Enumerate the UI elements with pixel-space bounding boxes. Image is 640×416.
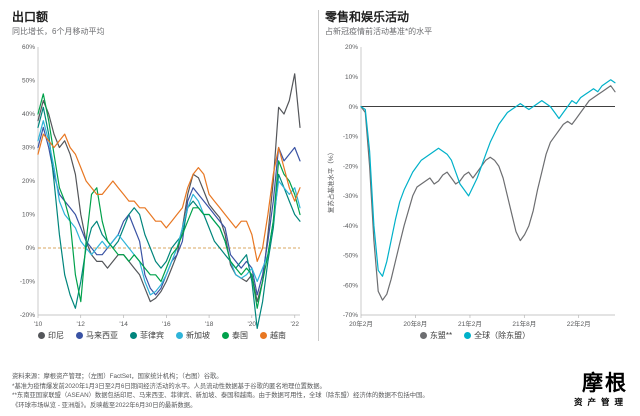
mobility-chart-subtitle: 占新冠疫情前活动基准*的水平 bbox=[325, 27, 433, 36]
slide-footer: 资料来源：摩根资产管理；（左图）FactSet，国家统计机构；（右图）谷歌。 *… bbox=[12, 372, 628, 410]
legend-item: 泰国 bbox=[222, 330, 248, 341]
legend-swatch bbox=[464, 332, 472, 339]
logo-primary: 摩根 bbox=[582, 372, 628, 395]
mobility-chart-legend: 东盟** 全球（除东盟） bbox=[325, 330, 625, 341]
legend-label: 新加坡 bbox=[186, 331, 210, 340]
svg-text:复苏占基准水平（%）: 复苏占基准水平（%） bbox=[326, 149, 335, 213]
legend-item: 印尼 bbox=[38, 330, 64, 341]
legend-swatch bbox=[176, 332, 183, 339]
legend-label: 越南 bbox=[270, 331, 286, 340]
svg-text:'14: '14 bbox=[119, 321, 128, 328]
legend-swatch bbox=[222, 332, 229, 339]
legend-item: 东盟** bbox=[419, 330, 453, 341]
legend-label: 印尼 bbox=[48, 331, 64, 340]
svg-text:20年2月: 20年2月 bbox=[349, 319, 373, 328]
legend-swatch bbox=[38, 332, 45, 339]
export-chart-subtitle: 同比增长，6个月移动平均 bbox=[12, 27, 105, 36]
svg-text:'22: '22 bbox=[291, 321, 300, 328]
jpmorgan-logo: 摩根 资产管理 bbox=[574, 373, 628, 408]
legend-label: 菲律宾 bbox=[140, 331, 164, 340]
svg-text:-20%: -20% bbox=[20, 312, 35, 319]
svg-text:'12: '12 bbox=[76, 321, 85, 328]
svg-text:20%: 20% bbox=[22, 178, 35, 185]
svg-text:60%: 60% bbox=[22, 44, 35, 51]
footnote-baseline: *基准为疫情爆发前2020年1月3日至2月6日期间经济活动的水平。人员流动性数据… bbox=[12, 382, 326, 390]
export-growth-line-chart: -20% -10% 0% 10% 20% 30% 40% 50% 60% '10 '12 '14 '16… bbox=[20, 44, 301, 329]
svg-text:20%: 20% bbox=[345, 44, 358, 51]
svg-text:-50%: -50% bbox=[343, 253, 358, 260]
legend-swatch bbox=[76, 332, 83, 339]
source-line: 资料来源：摩根资产管理；（左图）FactSet，国家统计机构；（右图）谷歌。 bbox=[12, 373, 223, 381]
logo-secondary: 资产管理 bbox=[573, 397, 628, 407]
legend-label: 泰国 bbox=[232, 331, 248, 340]
svg-text:-40%: -40% bbox=[343, 223, 358, 230]
legend-swatch bbox=[130, 332, 137, 339]
svg-text:50%: 50% bbox=[22, 78, 35, 85]
chart-panels: 出口额 同比增长，6个月移动平均 -20% -10% 0% 10% 20% 30% 40% 5… bbox=[12, 8, 628, 341]
svg-text:21年8月: 21年8月 bbox=[512, 319, 536, 328]
svg-text:'10: '10 bbox=[34, 321, 43, 328]
legend-swatch bbox=[260, 332, 267, 339]
svg-text:21年2月: 21年2月 bbox=[458, 319, 482, 328]
svg-text:10%: 10% bbox=[22, 212, 35, 219]
legend-item: 新加坡 bbox=[176, 330, 210, 341]
export-chart-legend: 印尼 马来西亚 菲律宾 新加坡 泰国 越南 bbox=[12, 330, 312, 341]
svg-text:-30%: -30% bbox=[343, 193, 358, 200]
footnote-asean: **东南亚国家联盟（ASEAN）数据包括印尼、马来西亚、菲律宾、新加坡、泰国和越… bbox=[12, 392, 429, 400]
source-notes: 资料来源：摩根资产管理；（左图）FactSet，国家统计机构；（右图）谷歌。 *… bbox=[12, 372, 552, 410]
svg-text:-10%: -10% bbox=[343, 134, 358, 141]
svg-text:-10%: -10% bbox=[20, 279, 35, 286]
panel-divider bbox=[318, 10, 319, 341]
svg-text:22年2月: 22年2月 bbox=[567, 319, 591, 328]
legend-swatch bbox=[419, 332, 427, 339]
svg-text:'18: '18 bbox=[205, 321, 214, 328]
svg-text:-20%: -20% bbox=[343, 163, 358, 170]
legend-label: 东盟** bbox=[429, 331, 453, 340]
mobility-chart-title: 零售和娱乐活动 bbox=[325, 10, 410, 24]
legend-item: 马来西亚 bbox=[76, 330, 118, 341]
mobility-line-chart: -70% -60% -50% -40% -30% -20% -10% 0% 10% 20% 20年2… bbox=[326, 44, 616, 328]
export-chart-title: 出口额 bbox=[12, 10, 49, 24]
svg-text:-60%: -60% bbox=[343, 282, 358, 289]
svg-text:'16: '16 bbox=[162, 321, 171, 328]
svg-text:40%: 40% bbox=[22, 111, 35, 118]
legend-label: 全球（除东盟） bbox=[474, 331, 531, 340]
legend-label: 马来西亚 bbox=[86, 331, 118, 340]
legend-item: 全球（除东盟） bbox=[464, 330, 530, 341]
svg-text:'20: '20 bbox=[248, 321, 257, 328]
export-panel: 出口额 同比增长，6个月移动平均 -20% -10% 0% 10% 20% 30% 40% 5… bbox=[12, 8, 312, 341]
footnote-gtm: 《环球市场纵览 - 亚洲版》。反映截至2022年6月30日的最新数据。 bbox=[12, 401, 197, 409]
svg-text:30%: 30% bbox=[22, 145, 35, 152]
legend-item: 菲律宾 bbox=[130, 330, 164, 341]
svg-text:-70%: -70% bbox=[343, 312, 358, 319]
svg-text:0%: 0% bbox=[349, 104, 359, 111]
svg-text:0%: 0% bbox=[26, 245, 36, 252]
svg-text:20年8月: 20年8月 bbox=[403, 319, 427, 328]
svg-text:10%: 10% bbox=[345, 74, 358, 81]
mobility-panel: 零售和娱乐活动 占新冠疫情前活动基准*的水平 -70% -60% -50% -40% -… bbox=[325, 8, 625, 341]
legend-item: 越南 bbox=[260, 330, 286, 341]
